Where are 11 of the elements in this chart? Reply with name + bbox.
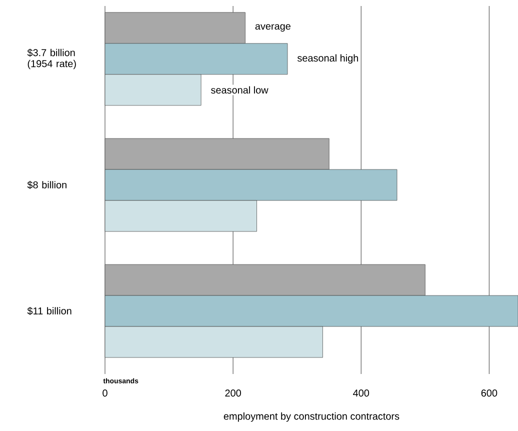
series-label: average	[255, 24, 290, 32]
series-label: seasonal low	[211, 86, 268, 94]
series-label: seasonal high	[297, 54, 358, 64]
x-axis-title: employment by construction contractors	[224, 412, 400, 422]
y-tick-label: $8 billion	[27, 180, 66, 189]
y-tick-label: $11 billion	[27, 306, 72, 316]
y-tick-label: $3.7 billion (1954 rate)	[27, 48, 76, 70]
x-tick-label: 0	[102, 390, 108, 397]
x-tick-label: 200	[225, 390, 241, 397]
x-tick-label: 400	[353, 390, 370, 397]
x-tick-label: 600	[481, 390, 498, 397]
